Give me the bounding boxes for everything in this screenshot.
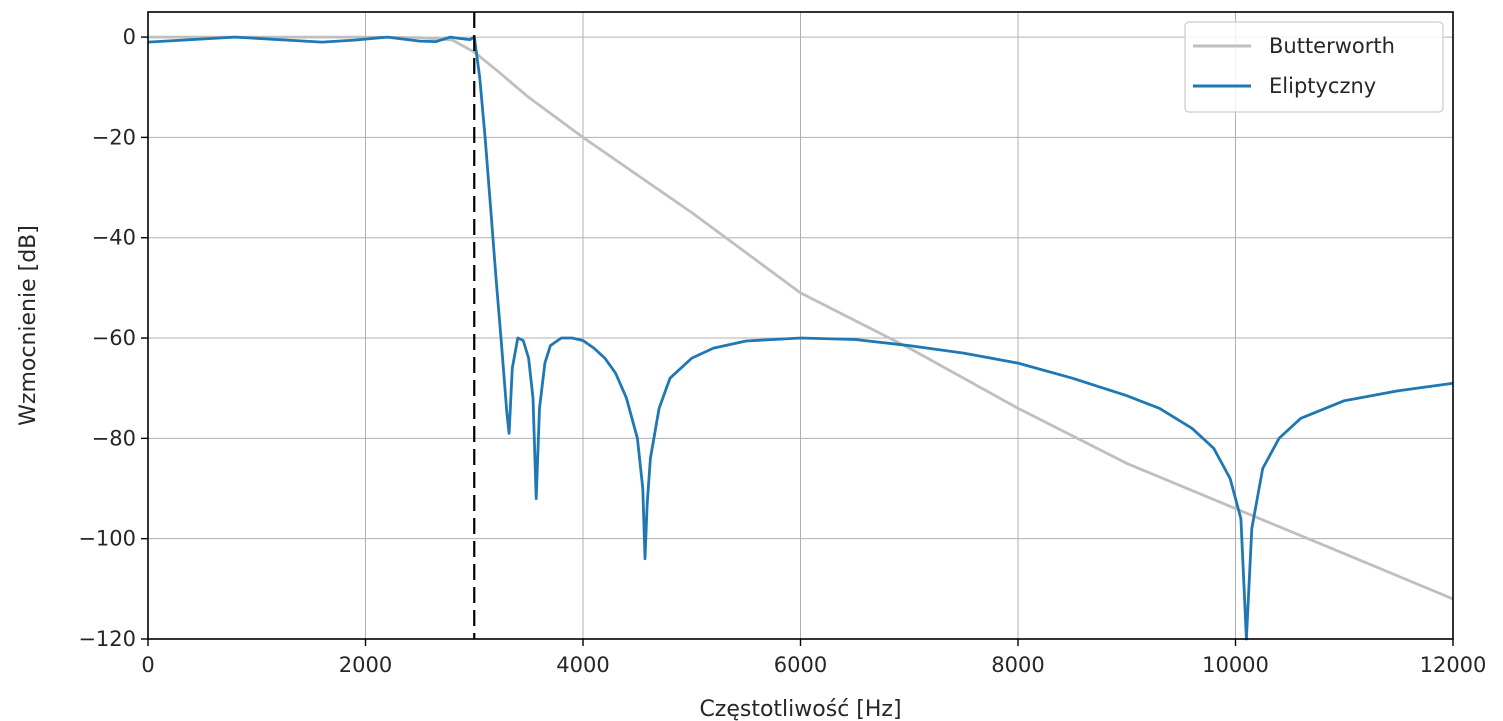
y-tick-label: −40	[92, 226, 136, 250]
x-tick-label: 8000	[991, 653, 1044, 677]
x-tick-label: 2000	[339, 653, 392, 677]
y-tick-label: −20	[92, 125, 136, 149]
y-tick-label: −120	[78, 627, 136, 651]
x-axis-label: Częstotliwość [Hz]	[699, 697, 901, 721]
y-axis-label: Wzmocnienie [dB]	[16, 225, 41, 426]
y-tick-label: −100	[78, 527, 136, 551]
axis-ticks: 0 2000 4000 6000 8000 10000 12000 0 −20 −40 −60 −80…	[78, 25, 1486, 677]
x-tick-label: 12000	[1420, 653, 1487, 677]
series-lines	[147, 35, 1454, 641]
x-tick-label: 4000	[556, 653, 609, 677]
x-tick-label: 0	[141, 653, 154, 677]
series-line-eliptyczny	[147, 35, 1454, 641]
legend: Butterworth Eliptyczny	[1184, 21, 1444, 113]
legend-label-butterworth: Butterworth	[1269, 34, 1395, 58]
legend-label-eliptyczny: Eliptyczny	[1269, 74, 1376, 98]
y-tick-label: 0	[123, 25, 136, 49]
x-tick-label: 6000	[774, 653, 827, 677]
y-tick-label: −60	[92, 326, 136, 350]
series-line-butterworth	[148, 35, 1454, 601]
x-tick-label: 10000	[1202, 653, 1269, 677]
y-tick-label: −80	[92, 426, 136, 450]
